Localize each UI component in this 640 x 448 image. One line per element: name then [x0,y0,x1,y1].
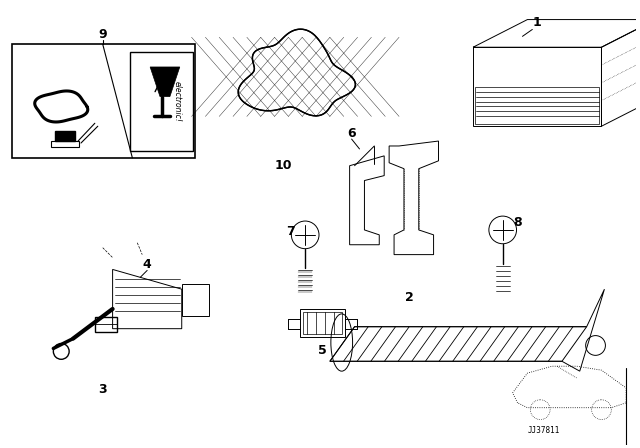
Bar [55,131,75,141]
Text: 7: 7 [286,225,295,238]
Bar [303,312,342,334]
Bar [473,47,602,126]
Polygon shape [150,67,180,97]
Text: 2: 2 [404,291,413,304]
Bar [51,141,79,147]
Bar [300,309,345,336]
Text: 3: 3 [99,383,107,396]
Bar [95,317,116,332]
Text: 8: 8 [513,215,522,228]
Bar [12,44,195,158]
Text: 1: 1 [533,16,541,29]
Bar [475,87,600,124]
Text: 10: 10 [275,159,292,172]
Text: 4: 4 [143,258,152,271]
Text: 6: 6 [348,127,356,140]
Bar [182,284,209,316]
Text: 9: 9 [99,28,107,41]
Text: 5: 5 [317,344,326,357]
Bar [131,52,193,151]
Circle shape [53,344,69,359]
Text: electronic!: electronic! [172,81,181,122]
Text: JJ37811: JJ37811 [527,426,560,435]
